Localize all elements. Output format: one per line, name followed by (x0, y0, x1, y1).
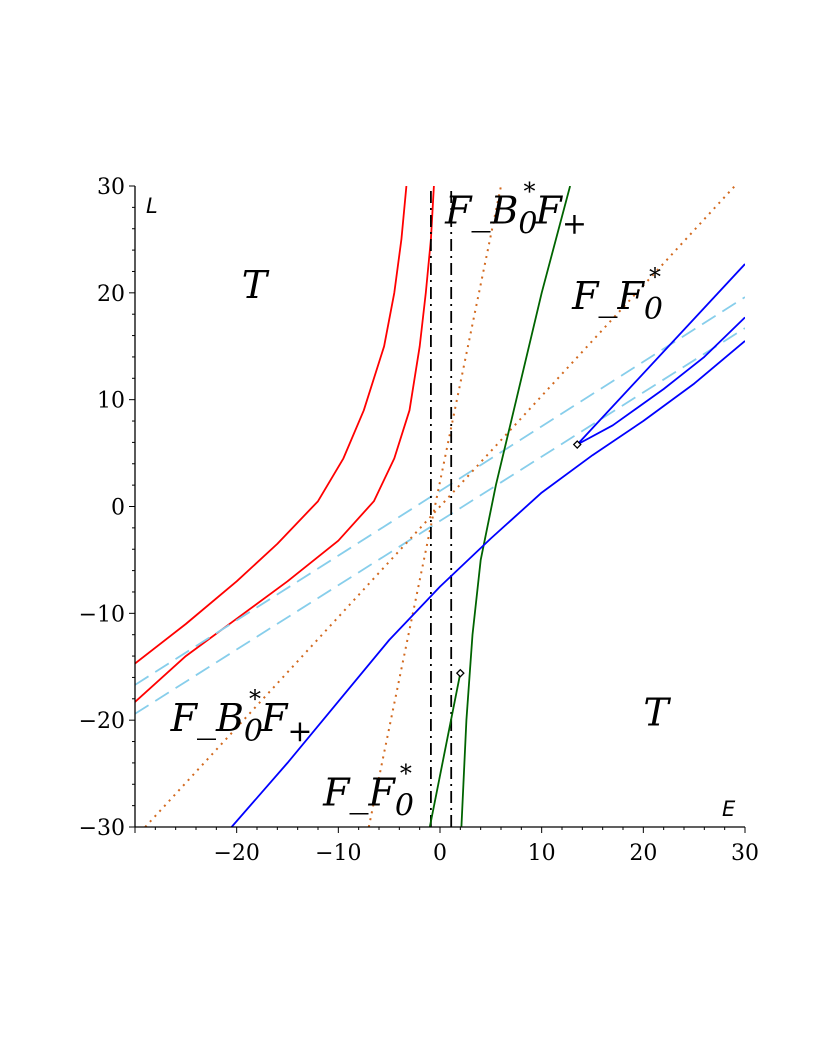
x-tick-label: 20 (629, 841, 657, 866)
region-label-T-lower-right: T (643, 691, 671, 735)
series-curve-5 (144, 186, 736, 827)
y-tick-label: −10 (79, 602, 125, 627)
series-curve-3 (135, 296, 745, 686)
series-curve-11 (230, 340, 745, 827)
series-curve-1 (135, 186, 408, 665)
region-label-FBF-top: F_B0*F+ (444, 177, 587, 241)
series-curve-2 (135, 186, 435, 703)
series-curve-4 (135, 327, 745, 715)
y-axis-label: L (146, 194, 158, 218)
series-curve-10 (428, 673, 462, 827)
series-curve-6 (367, 186, 502, 827)
curves (135, 186, 745, 827)
series-curve-12 (576, 316, 745, 446)
axes (129, 185, 746, 833)
tick-labels: −20 −10 0 10 20 30 −30 −20 −10 0 10 20 30 (79, 175, 759, 866)
region-labels: TTF_B0*F+F_F0*F_B0*F+F_F0* (170, 177, 672, 823)
region-label-T-upper-left: T (242, 263, 270, 307)
point-marker (455, 668, 465, 678)
markers (455, 440, 582, 678)
point-marker (572, 440, 582, 449)
region-label-FBF-lower-left: F_B0*F+ (170, 685, 313, 749)
x-tick-label: 0 (433, 841, 447, 866)
y-tick-label: −30 (79, 816, 125, 841)
y-tick-label: 20 (97, 282, 125, 307)
x-tick-label: 10 (528, 841, 556, 866)
y-tick-label: 10 (97, 389, 125, 414)
region-label-FF0-upper-right: F_F0* (571, 263, 663, 327)
series-curve-9 (460, 186, 571, 827)
series-curve-13 (576, 263, 745, 446)
x-axis-label: E (722, 797, 736, 821)
x-tick-label: −20 (213, 841, 259, 866)
y-tick-label: 0 (111, 496, 125, 521)
y-tick-label: 30 (97, 175, 125, 200)
x-tick-label: −10 (315, 841, 361, 866)
region-label-FF0-bottom: F_F0* (322, 760, 414, 824)
x-tick-label: 30 (731, 841, 759, 866)
y-tick-label: −20 (79, 709, 125, 734)
